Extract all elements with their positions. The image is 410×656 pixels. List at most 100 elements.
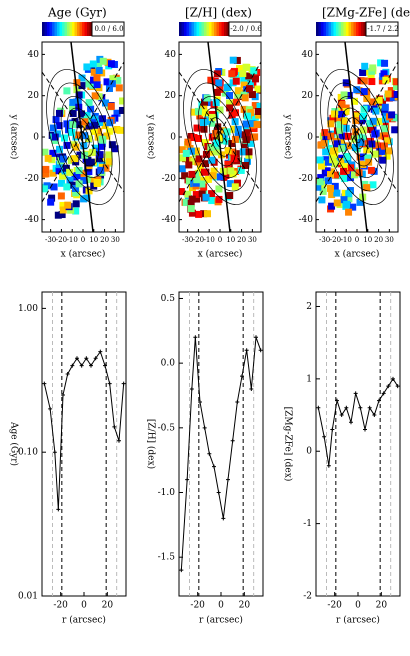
map-pixel bbox=[338, 100, 346, 108]
map-pixel bbox=[248, 119, 256, 127]
map-pixel bbox=[196, 112, 204, 120]
profile-point bbox=[230, 438, 235, 443]
map-pixel bbox=[230, 155, 238, 163]
x-tick-label: 0 bbox=[355, 236, 359, 244]
x-tick-label: 10 bbox=[363, 236, 372, 244]
map-pixel bbox=[208, 119, 216, 127]
profile-point bbox=[349, 420, 353, 425]
colorbar-cell bbox=[356, 22, 359, 36]
map-pixel bbox=[108, 141, 116, 149]
map-pixel bbox=[223, 84, 231, 92]
dashed-line bbox=[179, 61, 261, 203]
map-pixel bbox=[233, 179, 241, 187]
map-pixel bbox=[245, 72, 253, 80]
colorbar-label: -1.7 / 2.2 bbox=[367, 25, 398, 33]
map-pixel bbox=[338, 145, 346, 153]
colorbar-cell bbox=[363, 22, 367, 36]
map-pixel bbox=[226, 180, 234, 188]
map-pixel bbox=[215, 195, 223, 203]
y-tick-label: -40 bbox=[162, 215, 177, 225]
x-tick-label: -20 bbox=[56, 236, 67, 244]
profile-point bbox=[330, 427, 335, 432]
map-pixel bbox=[378, 132, 386, 140]
profile-point bbox=[189, 387, 194, 392]
map-pixel bbox=[75, 180, 83, 188]
map-pixel bbox=[246, 80, 254, 88]
map-title: [Z/H] (dex) bbox=[185, 6, 252, 20]
y-tick-label: 0 bbox=[170, 133, 176, 143]
map-pixel bbox=[350, 171, 358, 179]
map-pixel bbox=[231, 183, 239, 191]
map-pixel bbox=[93, 74, 101, 82]
map-pixel bbox=[232, 98, 240, 106]
map-pixel bbox=[345, 91, 353, 99]
map-pixel bbox=[239, 70, 247, 78]
map-pixel bbox=[226, 192, 234, 200]
map-pixel bbox=[72, 200, 80, 208]
y-tick-label: 40 bbox=[302, 50, 314, 60]
map-pixel bbox=[324, 158, 332, 166]
x-tick-label: -10 bbox=[67, 236, 78, 244]
map-pixel bbox=[78, 110, 86, 118]
profile-point bbox=[117, 438, 121, 443]
map-pixel bbox=[98, 135, 106, 143]
map-pixel bbox=[381, 133, 389, 141]
map-pixel bbox=[232, 109, 240, 117]
x-tick-label: 20 bbox=[374, 236, 383, 244]
map-pixel bbox=[329, 147, 337, 155]
map-pixel bbox=[55, 167, 63, 175]
profile-point bbox=[112, 424, 117, 429]
map-pixel bbox=[42, 170, 50, 178]
colorbar-cell bbox=[328, 22, 332, 36]
map-pixel bbox=[350, 97, 358, 105]
map-pixel bbox=[241, 161, 249, 169]
map-pixel bbox=[208, 113, 216, 121]
map-pixel bbox=[375, 96, 383, 104]
map-pixel bbox=[229, 56, 237, 64]
map-pixel bbox=[241, 94, 249, 102]
profile-point bbox=[322, 434, 327, 439]
map-pixel bbox=[208, 190, 216, 198]
map-pixel bbox=[371, 150, 379, 158]
profile-point bbox=[316, 405, 321, 410]
map-pixel bbox=[83, 63, 91, 71]
map-pixel bbox=[91, 92, 99, 100]
map-pixel bbox=[243, 129, 251, 137]
colorbar-cell bbox=[348, 22, 352, 36]
map-pixel bbox=[81, 132, 89, 140]
colorbar-cell bbox=[52, 22, 55, 36]
map-pixel bbox=[91, 115, 99, 123]
colorbar-cell bbox=[338, 22, 342, 36]
y-tick-label: 0 bbox=[306, 447, 312, 457]
map-pixel bbox=[381, 103, 389, 111]
profile-point bbox=[249, 387, 254, 392]
map-pixel bbox=[359, 153, 367, 161]
colorbar-cell bbox=[204, 22, 207, 36]
colorbar-cell bbox=[64, 22, 68, 36]
map-pixel bbox=[103, 132, 111, 140]
colorbar-cell bbox=[82, 22, 85, 36]
map-pixel bbox=[93, 81, 101, 89]
map-pixel bbox=[48, 194, 56, 202]
x-tick-label: 30 bbox=[385, 236, 394, 244]
map-pixel bbox=[42, 148, 49, 156]
map-pixel bbox=[340, 196, 348, 204]
map-pixel bbox=[216, 106, 224, 114]
map-pixel bbox=[326, 171, 334, 179]
x-tick-label: -20 bbox=[193, 236, 204, 244]
y-tick-label: 1 bbox=[306, 374, 312, 384]
map-pixel bbox=[316, 156, 324, 164]
map-pixel bbox=[228, 70, 236, 78]
map-pixel bbox=[72, 189, 80, 197]
map-pixel bbox=[95, 127, 103, 135]
map-pixel bbox=[200, 125, 208, 133]
y-tick-label: -0.5 bbox=[158, 423, 176, 433]
contour bbox=[350, 125, 364, 149]
x-axis-label: x (arcsec) bbox=[61, 249, 106, 260]
map-pixel bbox=[198, 190, 206, 198]
map-pixel bbox=[318, 162, 326, 170]
map-pixel bbox=[188, 184, 196, 192]
map-pixel bbox=[355, 133, 363, 141]
map-pixel bbox=[242, 136, 250, 144]
